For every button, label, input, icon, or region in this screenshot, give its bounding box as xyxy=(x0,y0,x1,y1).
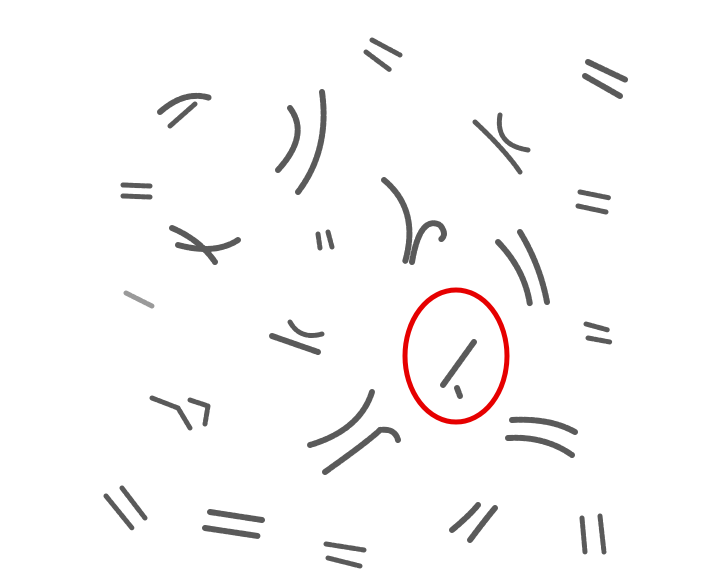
chromosome xyxy=(585,59,629,83)
chromosome xyxy=(169,225,218,265)
chromosome xyxy=(207,509,265,523)
chromosome xyxy=(275,105,301,173)
chromosome xyxy=(472,119,523,175)
chromosome xyxy=(307,389,375,448)
chromosome xyxy=(187,397,211,427)
chromosome xyxy=(583,321,611,333)
chromosome xyxy=(325,555,363,569)
chromosome xyxy=(322,426,401,475)
chromosome xyxy=(575,203,609,215)
chromosome xyxy=(149,395,193,431)
chromosome xyxy=(449,502,481,533)
highlight-ellipse xyxy=(402,287,510,425)
chromosome xyxy=(120,193,153,200)
chromosome xyxy=(202,525,261,539)
chromosome xyxy=(597,513,607,555)
chromosome xyxy=(175,237,241,252)
chromosome xyxy=(509,416,578,435)
chromosome xyxy=(495,239,533,308)
chromosome xyxy=(363,49,393,73)
chromosome xyxy=(369,37,403,58)
chromosomes xyxy=(103,37,629,569)
chromosome xyxy=(517,229,550,305)
chromosome xyxy=(577,189,613,201)
chromosome xyxy=(579,515,588,555)
chromosome xyxy=(287,319,325,338)
chromosome xyxy=(269,333,321,355)
chromosome xyxy=(167,101,198,129)
chromosome xyxy=(123,290,155,309)
chromosome xyxy=(496,112,531,153)
chromosome xyxy=(467,505,498,543)
chromosome xyxy=(103,493,135,531)
chromosome xyxy=(505,434,575,458)
chromosome xyxy=(119,485,148,521)
chromosome xyxy=(381,177,413,265)
chromosome xyxy=(409,220,447,265)
chromosome xyxy=(582,73,623,99)
chromosome xyxy=(157,92,213,115)
chromosome xyxy=(325,229,335,250)
chromosome xyxy=(440,339,477,388)
chromosome xyxy=(454,385,463,399)
chromosome xyxy=(295,89,327,195)
chromosome xyxy=(585,335,613,345)
chromosome xyxy=(323,541,367,553)
chromosome xyxy=(315,231,323,251)
chromosome xyxy=(120,182,153,189)
